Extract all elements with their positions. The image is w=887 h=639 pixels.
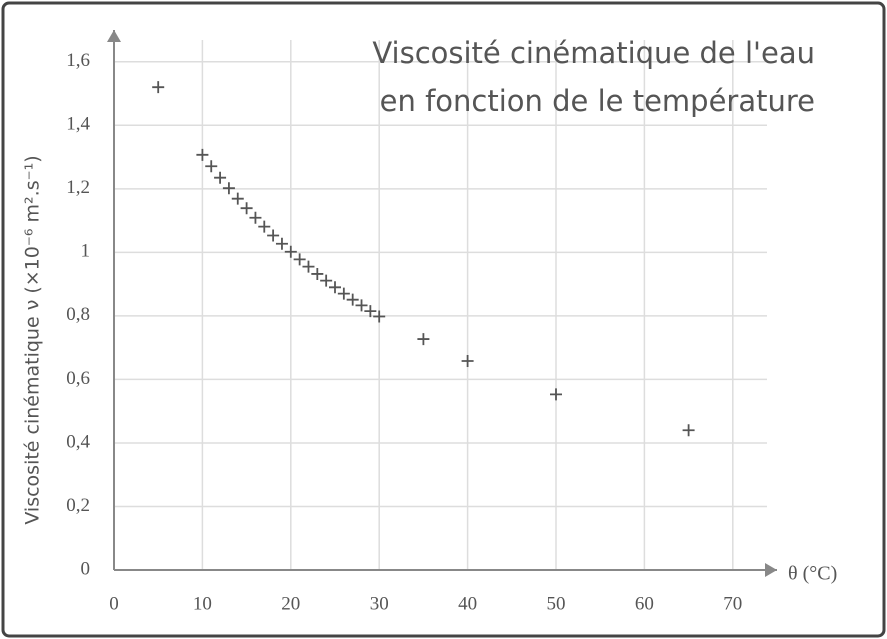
point <box>364 305 377 318</box>
x-tick-label: 30 <box>370 593 389 614</box>
point <box>355 299 368 312</box>
point <box>249 211 262 224</box>
chart-title: en fonction de le température <box>380 84 815 118</box>
y-tick-label: 0 <box>81 558 91 579</box>
y-tick-label: 1,2 <box>66 177 90 198</box>
point <box>346 293 359 306</box>
point <box>275 237 288 250</box>
x-tick-label: 20 <box>281 593 300 614</box>
y-axis-label: Viscosité cinématique ν (×10⁻⁶ m².s⁻¹) <box>22 155 44 524</box>
x-tick-label: 0 <box>109 593 119 614</box>
point <box>302 260 315 273</box>
x-axis-label: θ (°C) <box>788 563 837 585</box>
point <box>461 354 474 367</box>
chart-title: Viscosité cinématique de l'eau <box>372 36 815 70</box>
point <box>222 182 235 195</box>
point <box>205 160 218 173</box>
point <box>231 192 244 205</box>
x-tick-label: 70 <box>723 593 742 614</box>
point <box>196 148 209 161</box>
point <box>329 281 341 294</box>
y-tick-label: 1,6 <box>66 50 90 71</box>
plot: 0 0,2 0,4 0,6 0,8 1 1,2 1,4 1,6 0 10 20 30 40 50 60 70 <box>66 30 777 614</box>
point <box>284 245 297 258</box>
point <box>417 333 430 346</box>
point <box>267 229 280 242</box>
point <box>682 424 695 437</box>
point <box>320 274 333 287</box>
y-axis-arrow <box>107 30 121 42</box>
y-tick-label: 0,8 <box>66 304 90 325</box>
point <box>311 267 324 280</box>
point <box>373 310 386 323</box>
x-tick-label: 40 <box>458 593 477 614</box>
x-tick-label: 50 <box>547 593 566 614</box>
point <box>258 220 271 233</box>
point <box>293 253 306 266</box>
y-tick-label: 1,4 <box>66 114 90 135</box>
y-tick-label: 0,6 <box>66 368 90 389</box>
point <box>240 202 253 215</box>
x-axis-arrow <box>765 563 777 577</box>
x-tick-label: 60 <box>635 593 654 614</box>
point <box>152 81 165 94</box>
point <box>214 171 227 184</box>
point <box>337 287 350 300</box>
y-tick-label: 1 <box>81 241 91 262</box>
x-tick-label: 10 <box>193 593 212 614</box>
point <box>550 388 562 401</box>
y-tick-label: 0,4 <box>66 431 90 452</box>
y-tick-label: 0,2 <box>66 495 90 516</box>
